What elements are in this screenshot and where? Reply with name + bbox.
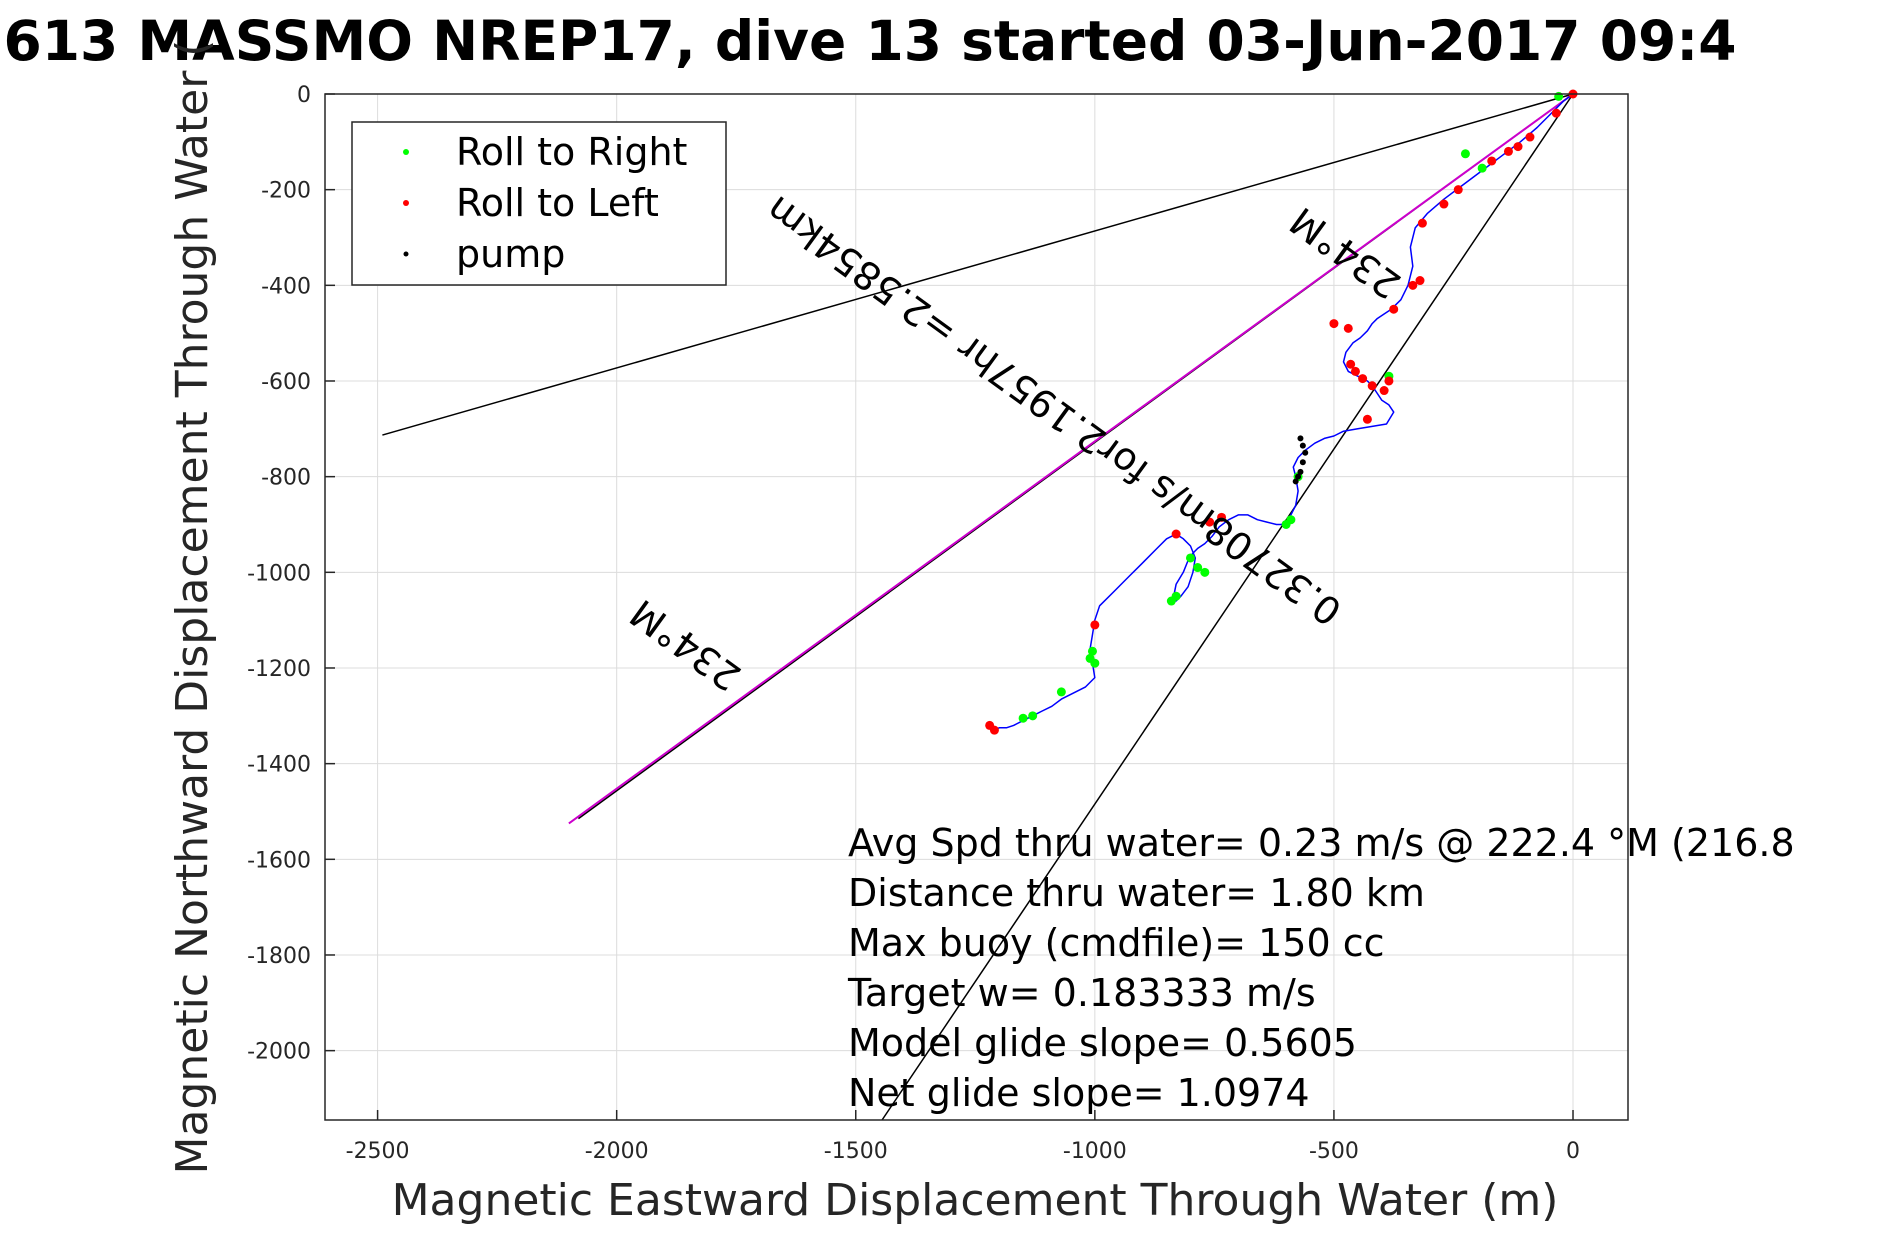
stat-line: Net glide slope= 1.0974 bbox=[848, 1071, 1310, 1115]
point-roll-to-left bbox=[1346, 359, 1356, 369]
stat-line: Avg Spd thru water= 0.23 m/s @ 222.4 °M … bbox=[848, 821, 1795, 865]
legend-marker bbox=[403, 200, 409, 206]
y-tick-label: -200 bbox=[261, 179, 311, 204]
point-roll-to-left bbox=[1205, 517, 1215, 527]
point-roll-to-right bbox=[1085, 653, 1095, 663]
point-pump bbox=[1295, 473, 1302, 480]
point-roll-to-right bbox=[1281, 519, 1291, 529]
y-tick-label: -2000 bbox=[247, 1040, 311, 1065]
point-roll-to-left bbox=[1389, 304, 1399, 314]
point-roll-to-left bbox=[1439, 199, 1449, 209]
point-roll-to-left bbox=[1090, 620, 1100, 630]
point-roll-to-left bbox=[1408, 280, 1418, 290]
heading-lines bbox=[382, 93, 1574, 1121]
point-roll-to-left bbox=[1453, 185, 1463, 195]
point-pump bbox=[1302, 449, 1309, 456]
point-pump bbox=[1292, 478, 1299, 485]
point-roll-to-left bbox=[1384, 376, 1394, 386]
x-tick-label: -1500 bbox=[824, 1139, 888, 1164]
point-roll-to-left bbox=[1217, 512, 1227, 522]
point-roll-to-left bbox=[1513, 142, 1523, 152]
point-roll-to-right bbox=[1460, 149, 1470, 159]
point-roll-to-left bbox=[1379, 386, 1389, 396]
point-roll-to-right bbox=[1028, 711, 1038, 721]
point-roll-to-left bbox=[1503, 146, 1513, 156]
point-roll-to-left bbox=[1487, 156, 1497, 166]
legend-label: Roll to Right bbox=[456, 130, 687, 174]
y-tick-label: -1400 bbox=[247, 753, 311, 778]
point-roll-to-right bbox=[1056, 687, 1066, 697]
point-roll-to-left bbox=[1551, 108, 1561, 118]
point-pump bbox=[1297, 435, 1304, 442]
y-tick-label: -1000 bbox=[247, 561, 311, 586]
legend-label: Roll to Left bbox=[456, 181, 659, 225]
x-tick-label: -2500 bbox=[346, 1139, 410, 1164]
point-pump bbox=[1299, 459, 1306, 466]
point-roll-to-right bbox=[1200, 567, 1210, 577]
line-annotations: 234°M0.32708m/s for2.1957hr =2.5854km234… bbox=[622, 187, 1408, 699]
x-tick-label: -2000 bbox=[585, 1139, 649, 1164]
stat-line: Max buoy (cmdfile)= 150 cc bbox=[848, 921, 1385, 965]
point-roll-to-right bbox=[1477, 163, 1487, 173]
point-roll-to-left bbox=[1415, 276, 1425, 286]
course-line bbox=[568, 93, 1574, 825]
point-pump bbox=[1297, 468, 1304, 475]
legend-marker bbox=[403, 251, 409, 257]
point-roll-to-right bbox=[1554, 91, 1564, 101]
x-axis-label: Magnetic Eastward Displacement Through W… bbox=[392, 1175, 1559, 1226]
legend-marker bbox=[403, 149, 409, 155]
x-tick-label: -1000 bbox=[1063, 1139, 1127, 1164]
point-roll-to-right bbox=[1185, 553, 1195, 563]
point-roll-to-left bbox=[989, 725, 999, 735]
point-roll-to-left bbox=[1358, 374, 1368, 384]
y-axis-label: Magnetic Northward Displacement Through … bbox=[167, 40, 218, 1175]
point-roll-to-right bbox=[1193, 563, 1203, 573]
chart-title: 613 MASSMO NREP17, dive 13 started 03-Ju… bbox=[3, 9, 1736, 73]
ticks: -2500 -2000 -1500 -1000 -500 0 0 -200 -400 -600 -8… bbox=[247, 83, 1580, 1164]
point-roll-to-right bbox=[1166, 596, 1176, 606]
y-tick-label: -1200 bbox=[247, 657, 311, 682]
axes-frame bbox=[324, 93, 1629, 1121]
line-annotation: 234°M bbox=[622, 591, 748, 700]
stat-line: Target w= 0.183333 m/s bbox=[847, 971, 1316, 1015]
heading-line bbox=[881, 93, 1574, 1121]
point-roll-to-left bbox=[1417, 218, 1427, 228]
point-roll-to-left bbox=[1525, 132, 1535, 142]
point-roll-to-left bbox=[1367, 381, 1377, 391]
y-tick-label: -600 bbox=[261, 370, 311, 395]
y-tick-label: -400 bbox=[261, 274, 311, 299]
point-roll-to-left bbox=[1350, 366, 1360, 376]
heading-line bbox=[382, 93, 1574, 436]
point-roll-to-left bbox=[1329, 319, 1339, 329]
legend: Roll to Right Roll to Left pump bbox=[351, 121, 727, 286]
y-tick-label: 0 bbox=[297, 83, 311, 108]
point-pump bbox=[1299, 442, 1306, 449]
y-tick-label: -1800 bbox=[247, 944, 311, 969]
x-tick-label: 0 bbox=[1566, 1139, 1580, 1164]
grid bbox=[325, 93, 1628, 1120]
y-tick-label: -800 bbox=[261, 466, 311, 491]
legend-box bbox=[351, 121, 727, 286]
y-tick-label: -1600 bbox=[247, 848, 311, 873]
point-roll-to-right bbox=[1018, 713, 1028, 723]
x-tick-label: -500 bbox=[1309, 1139, 1359, 1164]
point-roll-to-right bbox=[1087, 646, 1097, 656]
stat-line: Model glide slope= 0.5605 bbox=[848, 1021, 1357, 1065]
legend-label: pump bbox=[456, 232, 565, 276]
point-roll-to-left bbox=[1343, 323, 1353, 333]
stats-block: Avg Spd thru water= 0.23 m/s @ 222.4 °M … bbox=[847, 821, 1795, 1115]
stat-line: Distance thru water= 1.80 km bbox=[848, 871, 1425, 915]
line-annotation: 0.32708m/s for2.1957hr =2.5854km bbox=[758, 187, 1350, 634]
point-roll-to-left bbox=[1171, 529, 1181, 539]
point-roll-to-left bbox=[1362, 414, 1372, 424]
